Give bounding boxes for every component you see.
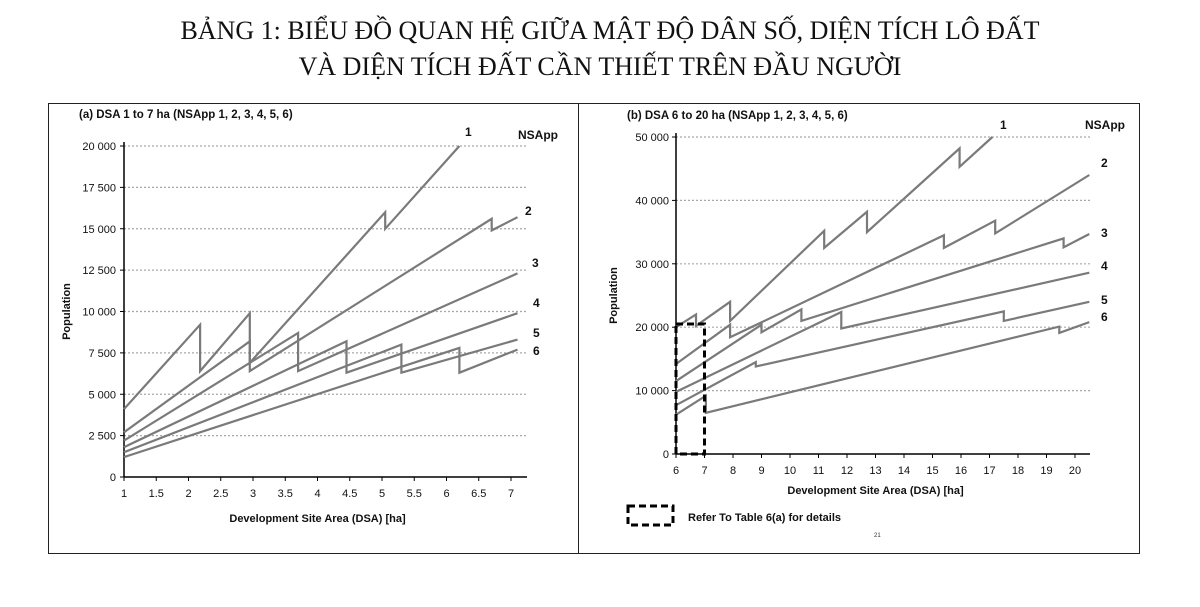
x-axis-label-a: Development Site Area (DSA) [ha] <box>229 513 406 525</box>
highlight-box-b <box>674 322 706 456</box>
y-tick-label-a-3: 7 500 <box>88 348 116 360</box>
series-line-b-4 <box>675 271 1090 393</box>
x-tick-label-a-0: 1 <box>121 488 127 500</box>
series-label-b-1: 1 <box>1000 118 1007 132</box>
y-tick-label-a-5: 12 500 <box>82 265 116 277</box>
y-tick-label-a-4: 10 000 <box>82 307 116 319</box>
x-tick-label-b-14: 20 <box>1069 465 1081 477</box>
x-tick-label-a-2: 2 <box>185 488 191 500</box>
x-tick-label-b-0: 6 <box>673 465 679 477</box>
x-tick-label-b-11: 17 <box>983 465 995 477</box>
y-tick-label-b-1: 10 000 <box>635 386 669 398</box>
x-tick-label-a-10: 6 <box>443 488 449 500</box>
page-title-line-1: BẢNG 1: BIỂU ĐỒ QUAN HỆ GIỮA MẬT ĐỘ DÂN … <box>180 16 1040 45</box>
series-label-b-5: 5 <box>1101 293 1108 307</box>
y-tick-label-a-0: 0 <box>110 472 116 484</box>
x-tick-label-b-13: 19 <box>1040 465 1052 477</box>
legend-title-a: NSApp <box>518 128 558 142</box>
series-line-a-4 <box>123 312 518 449</box>
note-text-b: Refer To Table 6(a) for details <box>688 512 841 524</box>
y-axis-label-b: Population <box>608 267 620 324</box>
page-title-line-2: VÀ DIỆN TÍCH ĐẤT CẦN THIẾT TRÊN ĐẦU NGƯỜ… <box>298 52 902 81</box>
small-note-b: 21 <box>874 533 881 539</box>
y-tick-label-a-7: 17 500 <box>82 182 116 194</box>
x-tick-label-b-7: 13 <box>869 465 881 477</box>
series-label-a-5: 5 <box>533 326 540 340</box>
series-line-b-6 <box>675 321 1090 416</box>
series-line-b-5 <box>675 300 1090 407</box>
x-tick-label-b-10: 16 <box>955 465 967 477</box>
y-tick-label-b-0: 0 <box>663 449 669 461</box>
x-axis-label-b: Development Site Area (DSA) [ha] <box>787 485 964 497</box>
x-tick-label-b-9: 15 <box>926 465 938 477</box>
series-label-b-2: 2 <box>1101 156 1108 170</box>
series-line-a-3 <box>123 272 518 442</box>
chart-title-a: (a) DSA 1 to 7 ha (NSApp 1, 2, 3, 4, 5, … <box>79 109 293 121</box>
y-tick-label-a-8: 20 000 <box>82 141 116 153</box>
x-tick-label-b-5: 11 <box>813 465 824 477</box>
series-label-a-3: 3 <box>532 256 539 270</box>
y-tick-label-a-2: 5 000 <box>88 389 116 401</box>
series-label-a-2: 2 <box>525 204 532 218</box>
x-tick-label-b-2: 8 <box>730 465 736 477</box>
x-tick-label-a-11: 6.5 <box>471 488 486 500</box>
y-tick-label-b-4: 40 000 <box>635 195 669 207</box>
series-line-b-1 <box>675 136 994 329</box>
series-label-a-1: 1 <box>465 125 472 139</box>
y-tick-label-b-5: 50 000 <box>635 132 669 144</box>
series-line-a-2 <box>123 216 519 434</box>
y-tick-label-b-2: 20 000 <box>635 322 669 334</box>
x-tick-label-a-4: 3 <box>250 488 256 500</box>
x-tick-label-a-9: 5.5 <box>407 488 422 500</box>
panel-divider <box>578 103 579 554</box>
note-legend-box-b <box>626 504 675 527</box>
x-tick-label-b-8: 14 <box>898 465 910 477</box>
chart-title-b: (b) DSA 6 to 20 ha (NSApp 1, 2, 3, 4, 5,… <box>627 110 848 122</box>
y-tick-label-a-6: 15 000 <box>82 224 116 236</box>
x-tick-label-b-1: 7 <box>701 465 707 477</box>
x-tick-label-a-3: 2.5 <box>213 488 228 500</box>
x-tick-label-a-1: 1.5 <box>149 488 164 500</box>
x-tick-label-a-6: 4 <box>314 488 320 500</box>
y-axis-label-a: Population <box>61 283 73 340</box>
series-line-b-3 <box>675 233 1090 383</box>
legend-title-b: NSApp <box>1085 118 1125 132</box>
y-tick-label-b-3: 30 000 <box>635 259 669 271</box>
series-label-a-6: 6 <box>533 344 540 358</box>
x-tick-label-b-12: 18 <box>1012 465 1024 477</box>
series-line-b-2 <box>675 174 1090 365</box>
series-label-a-4: 4 <box>533 296 540 310</box>
y-tick-label-a-1: 2 500 <box>88 431 116 443</box>
x-tick-label-a-8: 5 <box>379 488 385 500</box>
series-line-a-1 <box>123 145 461 410</box>
series-label-b-3: 3 <box>1101 226 1108 240</box>
series-line-a-6 <box>123 346 518 459</box>
series-label-b-4: 4 <box>1101 259 1108 273</box>
series-label-b-6: 6 <box>1101 310 1108 324</box>
x-tick-label-a-5: 3.5 <box>278 488 293 500</box>
x-tick-label-b-6: 12 <box>841 465 853 477</box>
charts-frame <box>48 103 1140 554</box>
x-tick-label-b-4: 10 <box>784 465 796 477</box>
x-tick-label-b-3: 9 <box>758 465 764 477</box>
x-tick-label-a-12: 7 <box>508 488 514 500</box>
x-tick-label-a-7: 4.5 <box>342 488 357 500</box>
